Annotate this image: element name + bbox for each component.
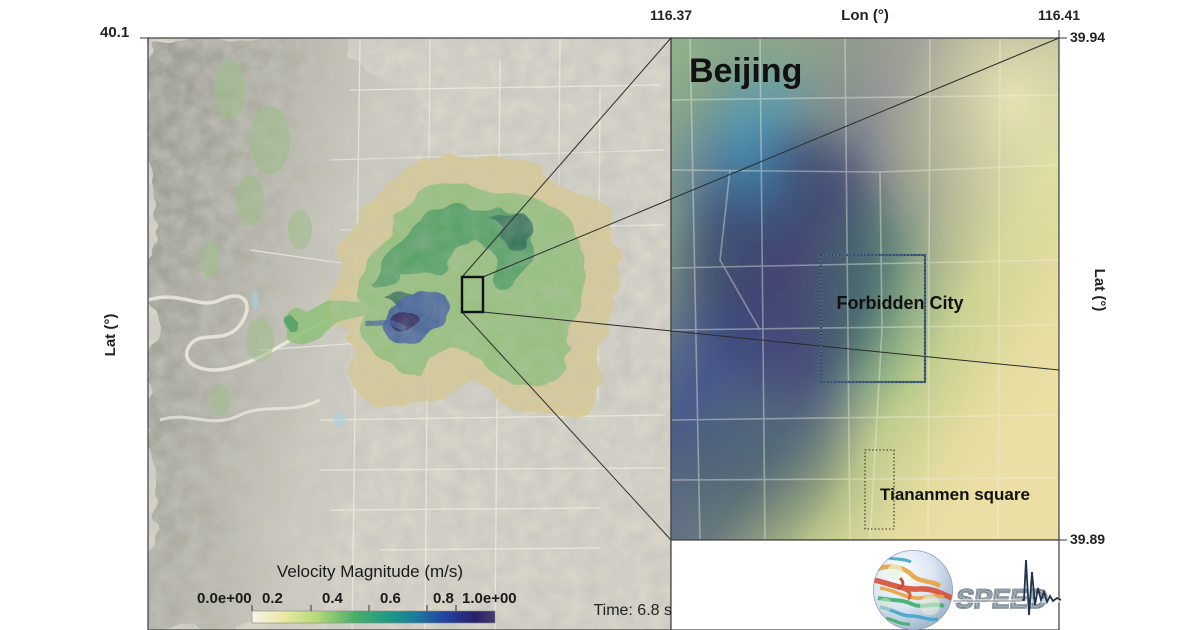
svg-text:Time: 6.8 s: Time: 6.8 s bbox=[593, 602, 672, 619]
svg-text:39.94: 39.94 bbox=[1070, 29, 1105, 45]
svg-text:Beijing: Beijing bbox=[689, 52, 802, 90]
svg-text:40.1: 40.1 bbox=[100, 24, 129, 41]
svg-text:Velocity Magnitude (m/s): Velocity Magnitude (m/s) bbox=[277, 562, 463, 581]
svg-text:0.6: 0.6 bbox=[380, 590, 401, 607]
svg-text:0.0e+00: 0.0e+00 bbox=[197, 590, 252, 607]
svg-text:0.4: 0.4 bbox=[322, 590, 344, 607]
svg-text:0.2: 0.2 bbox=[262, 590, 283, 607]
svg-text:1.0e+00: 1.0e+00 bbox=[462, 590, 517, 607]
svg-text:0.8: 0.8 bbox=[433, 590, 454, 607]
svg-text:Forbidden City: Forbidden City bbox=[837, 293, 964, 313]
svg-text:Lon (°): Lon (°) bbox=[841, 7, 889, 24]
svg-text:Lat (°): Lat (°) bbox=[1091, 269, 1108, 312]
svg-text:116.41: 116.41 bbox=[1038, 7, 1080, 23]
svg-text:116.37: 116.37 bbox=[650, 7, 692, 23]
svg-text:Lat (°): Lat (°) bbox=[102, 314, 119, 357]
svg-text:39.89: 39.89 bbox=[1070, 531, 1105, 547]
svg-text:Tiananmen square: Tiananmen square bbox=[880, 485, 1030, 504]
